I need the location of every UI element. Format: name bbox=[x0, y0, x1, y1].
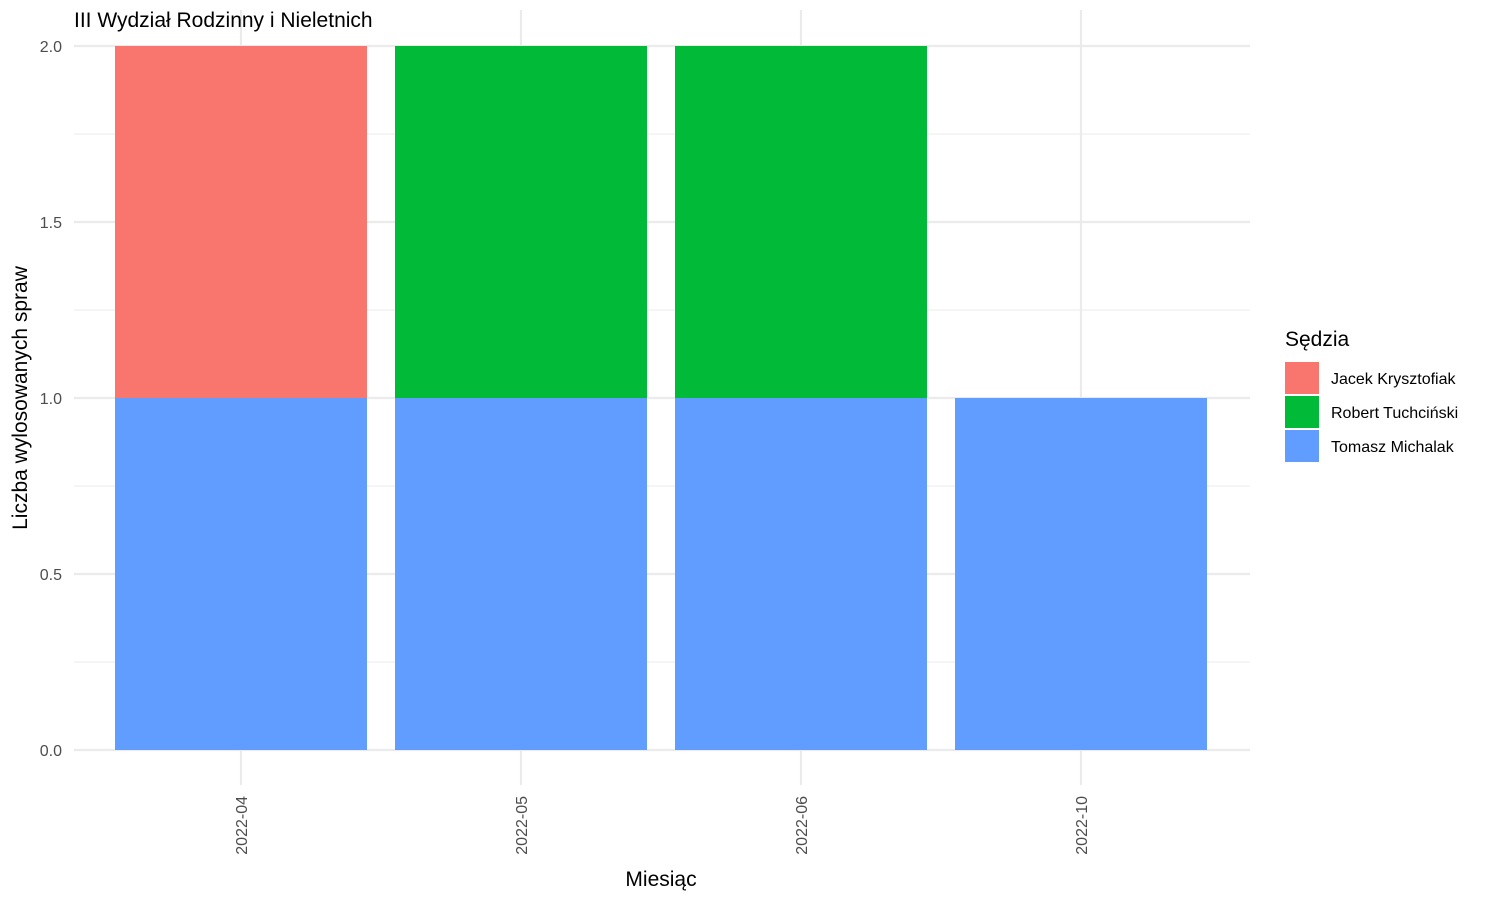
legend-label: Robert Tuchciński bbox=[1331, 405, 1458, 422]
bar-2022-10-tomasz-michalak bbox=[955, 398, 1207, 750]
bar-2022-06-robert-tuchci-ski bbox=[675, 46, 927, 398]
bar-2022-06-tomasz-michalak bbox=[675, 398, 927, 750]
y-tick-label: 2.0 bbox=[40, 39, 62, 56]
legend-title: Sędzia bbox=[1285, 328, 1350, 351]
y-axis-title: Liczba wylosowanych spraw bbox=[9, 265, 32, 530]
x-tick-label: 2022-04 bbox=[234, 796, 251, 855]
x-tick-label: 2022-10 bbox=[1074, 796, 1091, 855]
legend-key bbox=[1285, 396, 1319, 428]
chart-title: III Wydział Rodzinny i Nieletnich bbox=[74, 9, 373, 32]
x-tick-label: 2022-05 bbox=[514, 796, 531, 855]
legend-label: Tomasz Michalak bbox=[1331, 439, 1455, 456]
bar-2022-05-tomasz-michalak bbox=[395, 398, 647, 750]
x-axis-title: Miesiąc bbox=[625, 868, 696, 891]
y-tick-label: 1.0 bbox=[40, 391, 62, 408]
bars bbox=[115, 46, 1207, 750]
y-tick-label: 0.0 bbox=[40, 743, 62, 760]
bar-2022-04-tomasz-michalak bbox=[115, 398, 367, 750]
bar-2022-04-jacek-krysztofiak bbox=[115, 46, 367, 398]
x-tick-label: 2022-06 bbox=[794, 796, 811, 855]
legend-label: Jacek Krysztofiak bbox=[1331, 371, 1456, 388]
y-tick-label: 1.5 bbox=[40, 215, 62, 232]
y-axis-tick-labels: 0.0 0.5 1.0 1.5 2.0 bbox=[40, 39, 62, 760]
legend-items: Jacek Krysztofiak Robert Tuchciński Tomasz… bbox=[1285, 362, 1458, 462]
legend-key bbox=[1285, 430, 1319, 462]
legend: Sędzia Jacek Krysztofiak Robert Tuchcińsk… bbox=[1285, 328, 1458, 462]
x-axis-tick-labels: 2022-04 2022-05 2022-06 2022-10 bbox=[234, 796, 1091, 855]
legend-key bbox=[1285, 362, 1319, 394]
y-tick-label: 0.5 bbox=[40, 567, 62, 584]
bar-2022-05-robert-tuchci-ski bbox=[395, 46, 647, 398]
